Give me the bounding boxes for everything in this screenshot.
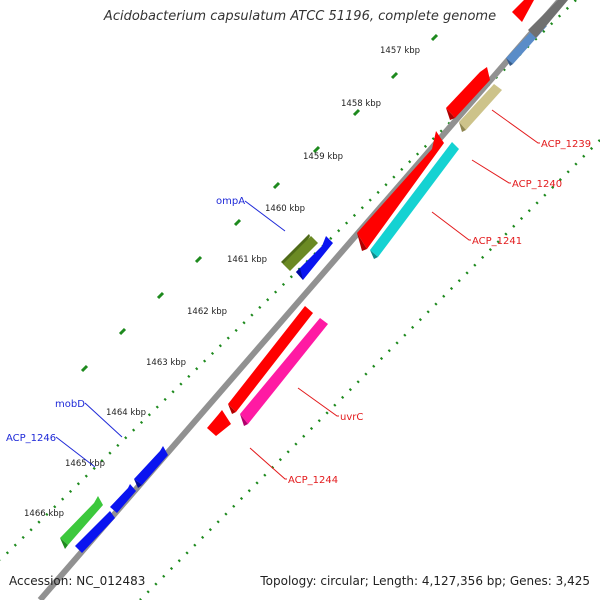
tick-label-1461: 1461 kbp bbox=[227, 255, 267, 265]
tick-label-1458: 1458 kbp bbox=[341, 99, 381, 109]
tick-mark bbox=[118, 327, 127, 336]
tick-mark bbox=[430, 33, 439, 42]
tick-label-1459: 1459 kbp bbox=[303, 152, 343, 162]
tick-mark bbox=[352, 108, 361, 117]
gene-blue-1466[interactable] bbox=[75, 511, 115, 553]
tick-mark bbox=[194, 255, 203, 264]
tick-marks bbox=[80, 33, 439, 373]
genome-title: Acidobacterium capsulatum ATCC 51196, co… bbox=[103, 9, 497, 24]
tick-label-1460: 1460 kbp bbox=[265, 204, 305, 214]
tick-mark bbox=[233, 218, 242, 227]
tick-mark bbox=[272, 181, 281, 190]
gene-blue-1461[interactable] bbox=[296, 236, 333, 280]
gene-blue-1464a[interactable] bbox=[134, 446, 168, 488]
gene-acp-1241-red[interactable] bbox=[357, 131, 444, 251]
gene-acp-1240[interactable] bbox=[446, 67, 490, 120]
tick-mark bbox=[390, 71, 399, 80]
gene-acp-1241-cyan[interactable] bbox=[370, 142, 459, 259]
label-acp-1240[interactable]: ACP_1240 bbox=[512, 179, 562, 190]
label-mobd[interactable]: mobD bbox=[55, 399, 85, 410]
topology-summary: Topology: circular; Length: 4,127,356 bp… bbox=[260, 574, 590, 588]
tick-label-1466: 1466 kbp bbox=[24, 509, 64, 519]
tick-ring-inner bbox=[139, 139, 600, 600]
leader-lines-red bbox=[249, 109, 540, 480]
gene-ompA[interactable] bbox=[281, 234, 318, 271]
gene-uvrc-red[interactable] bbox=[228, 306, 313, 414]
accession-text: Accession: NC_012483 bbox=[9, 574, 146, 588]
label-uvrc[interactable]: uvrC bbox=[340, 412, 363, 423]
gene-blue-1465[interactable] bbox=[110, 484, 136, 513]
leader-lines-blue bbox=[55, 200, 286, 468]
gene-gray-top[interactable] bbox=[528, 0, 568, 38]
gene-uvrc-magenta[interactable] bbox=[240, 318, 328, 426]
label-acp-1246[interactable]: ACP_1246 bbox=[6, 433, 56, 444]
gene-acp-1246[interactable] bbox=[60, 496, 103, 549]
gene-red-top[interactable] bbox=[512, 0, 534, 22]
tick-mark bbox=[312, 145, 321, 154]
tick-label-1457: 1457 kbp bbox=[380, 46, 420, 56]
tick-label-1463: 1463 kbp bbox=[146, 358, 186, 368]
label-acp-1244[interactable]: ACP_1244 bbox=[288, 475, 338, 486]
label-ompa[interactable]: ompA bbox=[216, 196, 245, 207]
tick-label-1464: 1464 kbp bbox=[106, 408, 146, 418]
tick-label-1465: 1465 kbp bbox=[65, 459, 105, 469]
gene-acp-1239[interactable] bbox=[459, 84, 502, 132]
tick-mark bbox=[80, 364, 89, 373]
label-acp-1241[interactable]: ACP_1241 bbox=[472, 236, 522, 247]
label-acp-1239[interactable]: ACP_1239 bbox=[541, 139, 591, 150]
tick-mark bbox=[156, 291, 165, 300]
tick-label-1462: 1462 kbp bbox=[187, 307, 227, 317]
gene-acp-1244[interactable] bbox=[207, 410, 231, 436]
